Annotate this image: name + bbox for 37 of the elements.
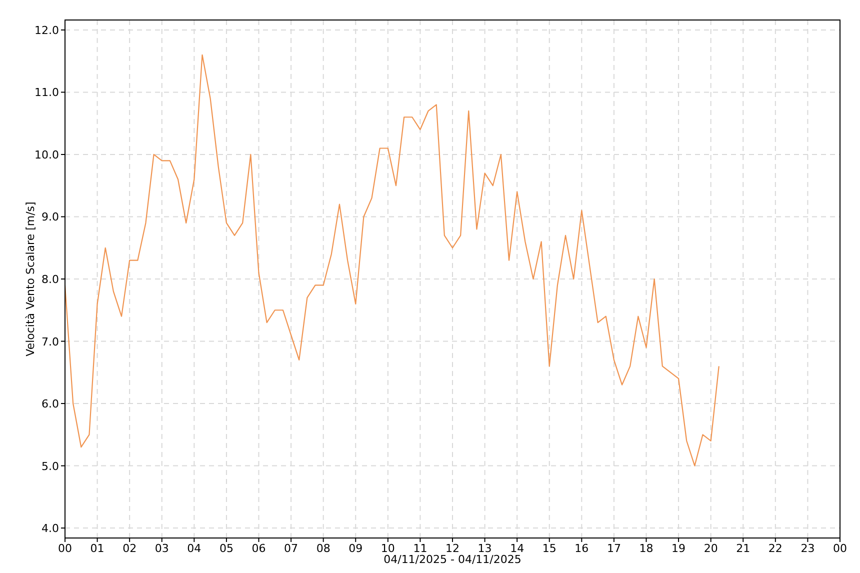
x-tick-label: 03 (154, 542, 169, 555)
y-tick-label: 10.0 (34, 148, 59, 162)
y-tick-label: 12.0 (34, 24, 59, 37)
x-tick-label: 08 (316, 542, 330, 555)
x-tick-label: 04 (187, 542, 202, 555)
x-axis-title: 04/11/2025 - 04/11/2025 (384, 553, 522, 566)
x-tick-label: 16 (574, 542, 589, 555)
x-tick-label: 09 (348, 542, 363, 555)
x-tick-label: 17 (606, 542, 621, 555)
y-tick-label: 5.0 (42, 460, 59, 473)
x-tick-label: 19 (672, 542, 686, 555)
y-tick-label: 7.0 (42, 335, 59, 348)
y-axis-title: Velocità Vento Scalare [m/s] (24, 202, 37, 356)
y-tick-label: 11.0 (34, 86, 59, 100)
x-tick-label: 12 (446, 542, 460, 555)
x-tick-label: 15 (542, 542, 556, 555)
x-tick-label: 21 (736, 542, 750, 555)
x-tick-label: 10 (380, 542, 395, 555)
x-tick-label: 02 (122, 542, 137, 555)
y-tick-label: 4.0 (42, 522, 59, 536)
y-tick-label: 6.0 (42, 398, 59, 411)
x-tick-label: 07 (284, 542, 298, 555)
x-tick-label: 11 (413, 542, 428, 555)
x-tick-label: 01 (90, 542, 104, 555)
y-tick-label: 8.0 (42, 273, 59, 286)
y-tick-label: 9.0 (42, 210, 59, 224)
x-tick-label: 05 (219, 542, 234, 555)
x-tick-label: 13 (478, 542, 492, 555)
x-tick-label: 23 (800, 542, 815, 555)
x-tick-label: 22 (768, 542, 782, 555)
x-tick-label: 14 (510, 542, 524, 555)
x-tick-label: 06 (252, 542, 266, 555)
x-tick-label: 20 (704, 542, 718, 555)
x-tick-label: 00 (58, 542, 72, 555)
line-series (64, 54, 720, 466)
x-tick-label: 18 (639, 542, 654, 555)
x-tick-label: 00 (833, 542, 847, 555)
